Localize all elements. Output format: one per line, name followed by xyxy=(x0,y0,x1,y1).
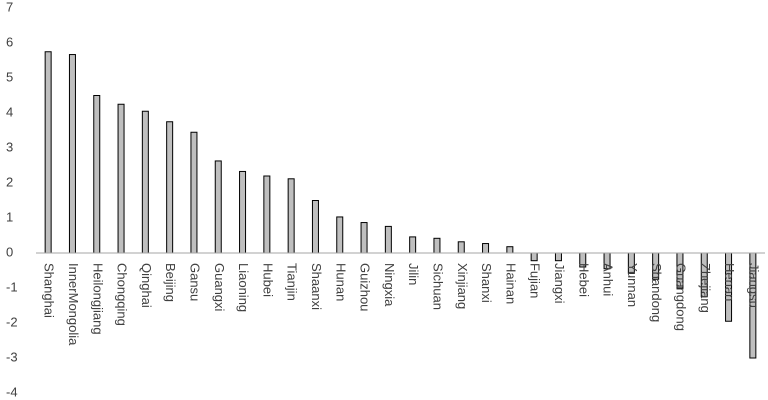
x-tick-label: Heilongjiang xyxy=(90,263,105,335)
x-tick-label: Jilin xyxy=(406,263,421,285)
x-tick-label: Guangdong xyxy=(674,263,689,331)
bar xyxy=(384,225,392,254)
bar xyxy=(68,54,76,254)
x-tick-label: Tianjin xyxy=(285,263,300,301)
y-tick-label: 0 xyxy=(6,244,13,259)
y-tick-label: 4 xyxy=(6,104,13,119)
y-tick-label: 7 xyxy=(6,0,13,14)
bar xyxy=(530,252,538,262)
bar xyxy=(433,237,441,254)
y-tick-label: 6 xyxy=(6,34,13,49)
x-tick-label: Sichuan xyxy=(431,263,446,310)
bar xyxy=(457,241,465,254)
x-tick-label: Fujian xyxy=(528,263,543,298)
y-tick-label: -3 xyxy=(6,349,18,364)
bar xyxy=(482,243,490,254)
x-tick-label: Guangxi xyxy=(212,263,227,312)
x-tick-label: Qinghai xyxy=(139,263,154,308)
y-tick-label: -1 xyxy=(6,279,18,294)
x-tick-label: Yunnan xyxy=(625,263,640,307)
bar xyxy=(311,200,319,254)
y-tick-label: 5 xyxy=(6,69,13,84)
bar xyxy=(141,110,149,254)
x-tick-label: Hunan xyxy=(333,263,348,301)
x-tick-label: Hainan xyxy=(503,263,518,304)
bar xyxy=(360,222,368,254)
y-tick-label: -2 xyxy=(6,314,18,329)
bar xyxy=(117,103,125,254)
y-tick-label: 2 xyxy=(6,174,13,189)
x-tick-label: Ningxia xyxy=(382,263,397,307)
y-tick-label: -4 xyxy=(6,384,18,399)
bar xyxy=(44,51,52,254)
x-tick-label: Henan xyxy=(722,263,737,301)
x-tick-label: Xinjiang xyxy=(455,263,470,309)
x-tick-label: Hebei xyxy=(576,263,591,297)
y-tick-label: 3 xyxy=(6,139,13,154)
bar xyxy=(214,160,222,254)
x-tick-label: Anhui xyxy=(601,263,616,296)
y-tick-label: 1 xyxy=(6,209,13,224)
x-tick-label: Jiangsu xyxy=(746,263,761,308)
x-tick-label: Chongqing xyxy=(115,263,130,326)
bar xyxy=(554,252,562,262)
bar xyxy=(506,246,514,254)
bar xyxy=(287,178,295,254)
bar xyxy=(190,131,198,254)
x-tick-label: Jiangxi xyxy=(552,263,567,304)
x-tick-label: InnerMongolia xyxy=(66,263,81,346)
x-tick-label: Gansu xyxy=(188,263,203,301)
x-tick-label: Shandong xyxy=(649,263,664,322)
x-tick-label: Shaanxi xyxy=(309,263,324,310)
bar xyxy=(409,236,417,254)
x-tick-label: Shanxi xyxy=(479,263,494,303)
bar xyxy=(336,216,344,254)
bar xyxy=(239,170,247,254)
x-tick-label: Shanghai xyxy=(42,263,57,318)
bar xyxy=(263,175,271,254)
x-tick-label: Hubei xyxy=(260,263,275,297)
bar xyxy=(166,121,174,254)
x-tick-label: Zhejiang xyxy=(698,263,713,313)
bar xyxy=(93,95,101,254)
x-tick-label: Beijing xyxy=(163,263,178,302)
x-tick-label: Guizhou xyxy=(358,263,373,311)
x-tick-label: Liaoning xyxy=(236,263,251,312)
